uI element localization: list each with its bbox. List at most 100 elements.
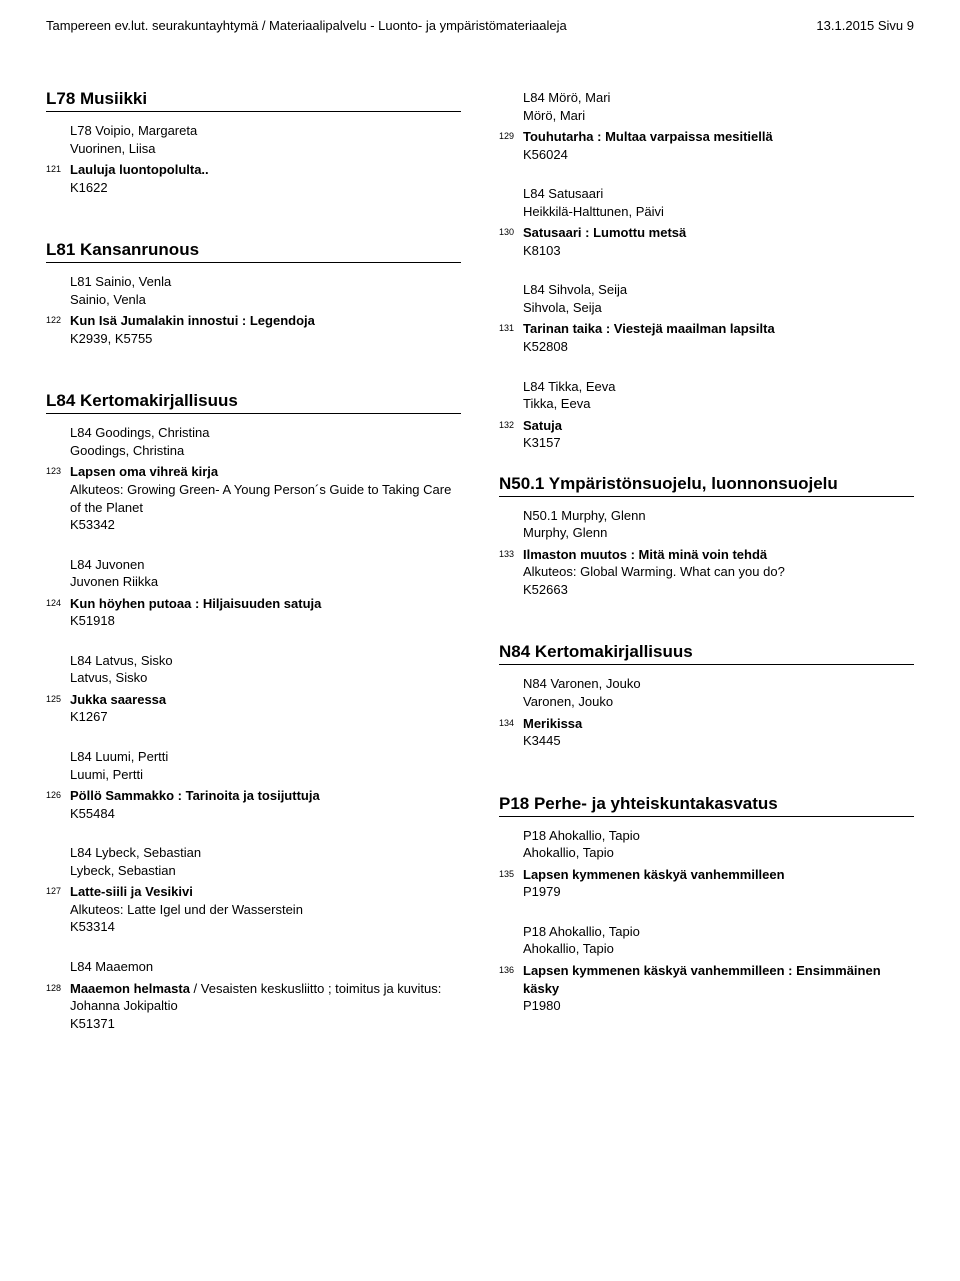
text-line: Heikkilä-Halttunen, Päivi bbox=[523, 203, 914, 221]
text-block: L84 SatusaariHeikkilä-Halttunen, Päivi bbox=[523, 185, 914, 220]
catalog-entry: 123Lapsen oma vihreä kirjaAlkuteos: Grow… bbox=[46, 463, 461, 533]
section-heading: N50.1 Ympäristönsuojelu, luonnonsuojelu bbox=[499, 474, 914, 497]
entry-detail: K3445 bbox=[523, 732, 914, 750]
entry-number: 129 bbox=[499, 128, 523, 141]
text-block: L84 Lybeck, SebastianLybeck, Sebastian bbox=[70, 844, 461, 879]
entry-body: Jukka saaressaK1267 bbox=[70, 691, 461, 726]
entry-body: Lapsen oma vihreä kirjaAlkuteos: Growing… bbox=[70, 463, 461, 533]
entry-body: Tarinan taika : Viestejä maailman lapsil… bbox=[523, 320, 914, 355]
spacer bbox=[499, 263, 914, 281]
entry-detail: P1980 bbox=[523, 997, 914, 1015]
spacer bbox=[46, 634, 461, 652]
entry-detail: Alkuteos: Latte Igel und der Wasserstein bbox=[70, 901, 461, 919]
spacer bbox=[499, 754, 914, 772]
catalog-entry: 129Touhutarha : Multaa varpaissa mesitie… bbox=[499, 128, 914, 163]
entry-body: Touhutarha : Multaa varpaissa mesitiellä… bbox=[523, 128, 914, 163]
entry-body: Latte-siili ja VesikiviAlkuteos: Latte I… bbox=[70, 883, 461, 936]
entry-number: 132 bbox=[499, 417, 523, 430]
text-line: Mörö, Mari bbox=[523, 107, 914, 125]
entry-body: Kun Isä Jumalakin innostui : LegendojaK2… bbox=[70, 312, 461, 347]
catalog-entry: 127Latte-siili ja VesikiviAlkuteos: Latt… bbox=[46, 883, 461, 936]
text-block: P18 Ahokallio, TapioAhokallio, Tapio bbox=[523, 827, 914, 862]
text-line: Lybeck, Sebastian bbox=[70, 862, 461, 880]
entry-detail: K52663 bbox=[523, 581, 914, 599]
entry-title: Lapsen kymmenen käskyä vanhemmilleen bbox=[523, 866, 914, 884]
entry-body: Pöllö Sammakko : Tarinoita ja tosijuttuj… bbox=[70, 787, 461, 822]
entry-title: Tarinan taika : Viestejä maailman lapsil… bbox=[523, 320, 914, 338]
catalog-entry: 136Lapsen kymmenen käskyä vanhemmilleen … bbox=[499, 962, 914, 1015]
catalog-entry: 128Maaemon helmasta / Vesaisten keskusli… bbox=[46, 980, 461, 1033]
text-line: N84 Varonen, Jouko bbox=[523, 675, 914, 693]
text-line: L84 Juvonen bbox=[70, 556, 461, 574]
entry-detail: K1622 bbox=[70, 179, 461, 197]
entry-body: Kun höyhen putoaa : Hiljaisuuden satujaK… bbox=[70, 595, 461, 630]
spacer bbox=[46, 351, 461, 369]
entry-number: 125 bbox=[46, 691, 70, 704]
catalog-entry: 134MerikissaK3445 bbox=[499, 715, 914, 750]
spacer bbox=[499, 602, 914, 620]
content-columns: L78 MusiikkiL78 Voipio, MargaretaVuorine… bbox=[46, 89, 914, 1036]
entry-title: Latte-siili ja Vesikivi bbox=[70, 883, 461, 901]
catalog-entry: 135Lapsen kymmenen käskyä vanhemmilleenP… bbox=[499, 866, 914, 901]
catalog-entry: 121Lauluja luontopolulta..K1622 bbox=[46, 161, 461, 196]
section-heading: L84 Kertomakirjallisuus bbox=[46, 391, 461, 414]
header-right: 13.1.2015 Sivu 9 bbox=[816, 18, 914, 33]
entry-title: Merikissa bbox=[523, 715, 914, 733]
text-line: L84 Mörö, Mari bbox=[523, 89, 914, 107]
entry-number: 122 bbox=[46, 312, 70, 325]
section-heading: L78 Musiikki bbox=[46, 89, 461, 112]
text-line: L84 Latvus, Sisko bbox=[70, 652, 461, 670]
left-column: L78 MusiikkiL78 Voipio, MargaretaVuorine… bbox=[46, 89, 461, 1036]
spacer bbox=[46, 538, 461, 556]
text-line: Murphy, Glenn bbox=[523, 524, 914, 542]
entry-title: Touhutarha : Multaa varpaissa mesitiellä bbox=[523, 128, 914, 146]
text-block: N84 Varonen, JoukoVaronen, Jouko bbox=[523, 675, 914, 710]
entry-title: Satusaari : Lumottu metsä bbox=[523, 224, 914, 242]
entry-body: MerikissaK3445 bbox=[523, 715, 914, 750]
catalog-entry: 130Satusaari : Lumottu metsäK8103 bbox=[499, 224, 914, 259]
text-line: Sihvola, Seija bbox=[523, 299, 914, 317]
section-heading: N84 Kertomakirjallisuus bbox=[499, 642, 914, 665]
text-line: Tikka, Eeva bbox=[523, 395, 914, 413]
spacer bbox=[46, 200, 461, 218]
header-left: Tampereen ev.lut. seurakuntayhtymä / Mat… bbox=[46, 18, 567, 33]
spacer bbox=[499, 456, 914, 474]
text-line: Ahokallio, Tapio bbox=[523, 844, 914, 862]
text-block: L84 Tikka, EevaTikka, Eeva bbox=[523, 378, 914, 413]
text-line: Latvus, Sisko bbox=[70, 669, 461, 687]
entry-detail: P1979 bbox=[523, 883, 914, 901]
entry-title: Pöllö Sammakko : Tarinoita ja tosijuttuj… bbox=[70, 787, 461, 805]
catalog-entry: 125Jukka saaressaK1267 bbox=[46, 691, 461, 726]
right-column: L84 Mörö, MariMörö, Mari129Touhutarha : … bbox=[499, 89, 914, 1036]
catalog-entry: 131Tarinan taika : Viestejä maailman lap… bbox=[499, 320, 914, 355]
text-line: Ahokallio, Tapio bbox=[523, 940, 914, 958]
entry-detail: K1267 bbox=[70, 708, 461, 726]
entry-number: 124 bbox=[46, 595, 70, 608]
entry-body: Ilmaston muutos : Mitä minä voin tehdäAl… bbox=[523, 546, 914, 599]
text-line: L81 Sainio, Venla bbox=[70, 273, 461, 291]
spacer bbox=[46, 940, 461, 958]
text-line: L84 Maaemon bbox=[70, 958, 461, 976]
entry-number: 131 bbox=[499, 320, 523, 333]
entry-detail: K51371 bbox=[70, 1015, 461, 1033]
text-block: L84 Luumi, PerttiLuumi, Pertti bbox=[70, 748, 461, 783]
entry-body: Lapsen kymmenen käskyä vanhemmilleen : E… bbox=[523, 962, 914, 1015]
entry-number: 123 bbox=[46, 463, 70, 476]
text-line: L84 Lybeck, Sebastian bbox=[70, 844, 461, 862]
entry-body: Maaemon helmasta / Vesaisten keskusliitt… bbox=[70, 980, 461, 1033]
text-line: Goodings, Christina bbox=[70, 442, 461, 460]
text-line: L84 Sihvola, Seija bbox=[523, 281, 914, 299]
entry-body: SatujaK3157 bbox=[523, 417, 914, 452]
entry-detail: K52808 bbox=[523, 338, 914, 356]
entry-detail: K51918 bbox=[70, 612, 461, 630]
text-line: L84 Luumi, Pertti bbox=[70, 748, 461, 766]
text-line: Vuorinen, Liisa bbox=[70, 140, 461, 158]
entry-body: Lapsen kymmenen käskyä vanhemmilleenP197… bbox=[523, 866, 914, 901]
entry-detail: K55484 bbox=[70, 805, 461, 823]
entry-detail: K53314 bbox=[70, 918, 461, 936]
entry-detail: K56024 bbox=[523, 146, 914, 164]
entry-detail: K3157 bbox=[523, 434, 914, 452]
entry-detail: K53342 bbox=[70, 516, 461, 534]
section-heading: L81 Kansanrunous bbox=[46, 240, 461, 263]
text-line: L84 Goodings, Christina bbox=[70, 424, 461, 442]
